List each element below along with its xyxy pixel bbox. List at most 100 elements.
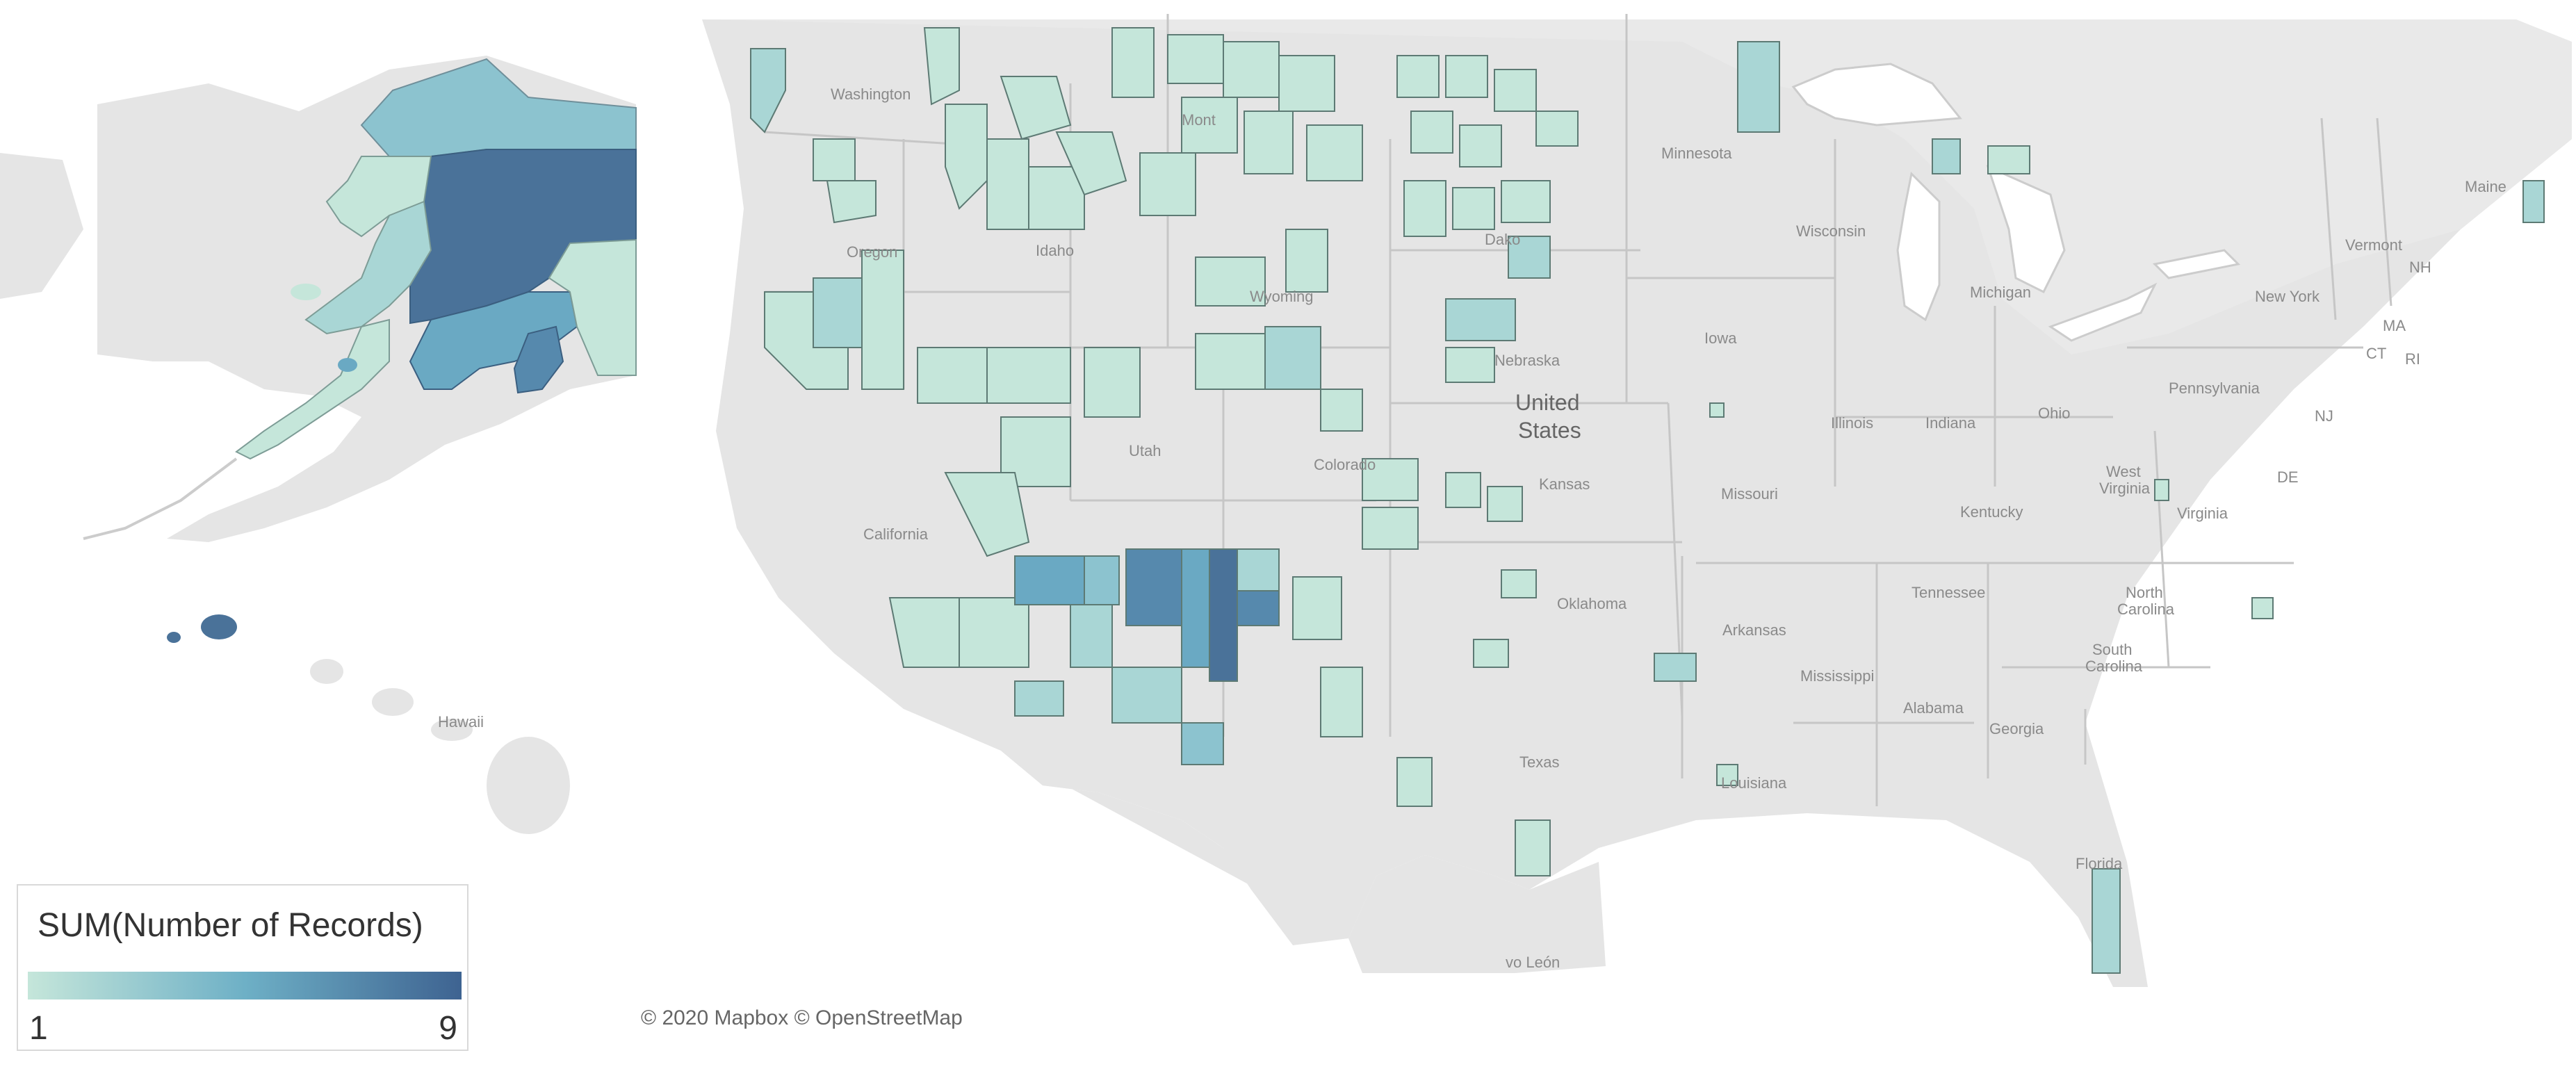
label-texas: Texas bbox=[1519, 753, 1559, 771]
region-wa-4[interactable] bbox=[923, 27, 960, 106]
label-oklahoma: Oklahoma bbox=[1557, 595, 1627, 612]
region-ut-3[interactable] bbox=[1084, 347, 1141, 418]
label-ma: MA bbox=[2383, 317, 2406, 334]
region-nd-2[interactable] bbox=[1445, 55, 1488, 98]
label-missouri: Missouri bbox=[1721, 485, 1778, 503]
region-mt-1[interactable] bbox=[1000, 76, 1072, 140]
region-tx-3[interactable] bbox=[1473, 639, 1509, 668]
region-mt-6[interactable] bbox=[1278, 55, 1335, 112]
region-nm-1[interactable] bbox=[1292, 576, 1342, 640]
region-wy-4[interactable] bbox=[1285, 229, 1328, 293]
region-wy-2[interactable] bbox=[1195, 333, 1266, 390]
region-az-3[interactable] bbox=[1084, 555, 1120, 605]
label-oregon: Oregon bbox=[847, 243, 897, 261]
region-wv-1[interactable] bbox=[2154, 479, 2169, 501]
region-mt-8[interactable] bbox=[1244, 111, 1294, 174]
region-ks-2[interactable] bbox=[1487, 486, 1523, 522]
region-az-7[interactable] bbox=[1237, 548, 1280, 591]
region-ut-2[interactable] bbox=[986, 347, 1071, 404]
region-ca-1[interactable] bbox=[944, 472, 1030, 557]
region-ia-1[interactable] bbox=[1709, 402, 1725, 418]
hawaii-inset bbox=[310, 659, 570, 834]
region-mi-1[interactable] bbox=[1932, 138, 1961, 174]
region-fl-1[interactable] bbox=[2092, 868, 2121, 974]
region-wy-3[interactable] bbox=[1264, 326, 1321, 390]
region-nd-3[interactable] bbox=[1494, 69, 1537, 112]
region-id-3[interactable] bbox=[1028, 166, 1085, 230]
choropleth-regions[interactable] bbox=[750, 27, 2545, 974]
region-me-1[interactable] bbox=[2522, 180, 2545, 223]
region-az-1[interactable] bbox=[1014, 555, 1085, 605]
region-nv-2[interactable] bbox=[813, 277, 863, 348]
basemap bbox=[702, 14, 2572, 987]
region-tx-2[interactable] bbox=[1515, 819, 1551, 876]
region-az-10[interactable] bbox=[1181, 722, 1224, 765]
alaska-region-kenai bbox=[513, 325, 564, 394]
region-ut-4[interactable] bbox=[1000, 416, 1071, 487]
region-wa-2[interactable] bbox=[813, 138, 856, 181]
region-tx-1[interactable] bbox=[1396, 757, 1433, 807]
region-ne-2[interactable] bbox=[1445, 347, 1495, 383]
region-co-3[interactable] bbox=[1362, 507, 1419, 550]
hawaii-island-3 bbox=[431, 719, 473, 741]
label-indiana: Indiana bbox=[1925, 414, 1976, 432]
region-mt-9[interactable] bbox=[1306, 124, 1363, 181]
region-nd-6[interactable] bbox=[1459, 124, 1502, 168]
region-ok-1[interactable] bbox=[1501, 569, 1537, 598]
alaska-region-southwest bbox=[304, 200, 432, 335]
label-ohio: Ohio bbox=[2038, 405, 2070, 422]
region-mt-7[interactable] bbox=[1181, 97, 1238, 154]
label-west-virginia-2: Virginia bbox=[2099, 480, 2151, 497]
label-kentucky: Kentucky bbox=[1960, 503, 2023, 521]
alaska-island-1 bbox=[201, 614, 237, 639]
region-wa-1[interactable] bbox=[750, 48, 786, 133]
region-nv-3[interactable] bbox=[861, 250, 904, 390]
region-ks-1[interactable] bbox=[1445, 472, 1481, 508]
region-nc-1[interactable] bbox=[2251, 597, 2274, 619]
region-mn-1[interactable] bbox=[1737, 41, 1780, 133]
region-nd-4[interactable] bbox=[1535, 111, 1579, 147]
region-nd-1[interactable] bbox=[1396, 55, 1440, 98]
region-wa-3[interactable] bbox=[826, 180, 877, 224]
region-nm-2[interactable] bbox=[1320, 667, 1363, 737]
label-michigan: Michigan bbox=[1970, 284, 2031, 301]
region-sd-2[interactable] bbox=[1452, 187, 1495, 230]
region-nd-5[interactable] bbox=[1410, 111, 1453, 154]
label-new-york: New York bbox=[2255, 288, 2320, 305]
region-mt-10[interactable] bbox=[1139, 152, 1196, 216]
lake-ontario bbox=[2152, 249, 2241, 279]
map-attribution[interactable]: © 2020 Mapbox © OpenStreetMap bbox=[641, 1006, 963, 1029]
region-az-9[interactable] bbox=[1111, 667, 1182, 724]
region-az-8[interactable] bbox=[1237, 590, 1280, 626]
region-sd-3[interactable] bbox=[1501, 180, 1551, 223]
label-iowa: Iowa bbox=[1704, 329, 1737, 347]
region-az-2[interactable] bbox=[1070, 604, 1113, 668]
region-mi-2[interactable] bbox=[1987, 145, 2030, 174]
region-mt-3[interactable] bbox=[1111, 27, 1155, 98]
region-mt-5[interactable] bbox=[1223, 41, 1280, 98]
region-ut-1[interactable] bbox=[917, 347, 988, 404]
region-ne-1[interactable] bbox=[1445, 298, 1516, 341]
region-ca-3[interactable] bbox=[959, 597, 1029, 668]
region-az-4[interactable] bbox=[1125, 548, 1182, 626]
color-legend: SUM(Number of Records) 1 9 bbox=[17, 884, 468, 1051]
region-sd-1[interactable] bbox=[1403, 180, 1446, 237]
region-id-2[interactable] bbox=[986, 138, 1029, 230]
label-nuevo-leon: vo León bbox=[1506, 954, 1560, 971]
region-la-1[interactable] bbox=[1716, 764, 1738, 786]
region-ca-4[interactable] bbox=[1014, 680, 1064, 717]
region-co-1[interactable] bbox=[1320, 389, 1363, 432]
region-az-6[interactable] bbox=[1209, 548, 1238, 682]
region-mt-2[interactable] bbox=[1055, 131, 1127, 196]
label-mississippi: Mississippi bbox=[1800, 667, 1874, 685]
region-co-2[interactable] bbox=[1362, 458, 1419, 501]
region-ok-2[interactable] bbox=[1654, 653, 1697, 682]
region-sd-4[interactable] bbox=[1508, 236, 1551, 279]
region-wy-1[interactable] bbox=[1195, 256, 1266, 307]
label-kansas: Kansas bbox=[1539, 475, 1590, 493]
region-id-1[interactable] bbox=[945, 104, 988, 210]
region-mt-4[interactable] bbox=[1167, 34, 1224, 84]
region-az-5[interactable] bbox=[1181, 548, 1210, 668]
